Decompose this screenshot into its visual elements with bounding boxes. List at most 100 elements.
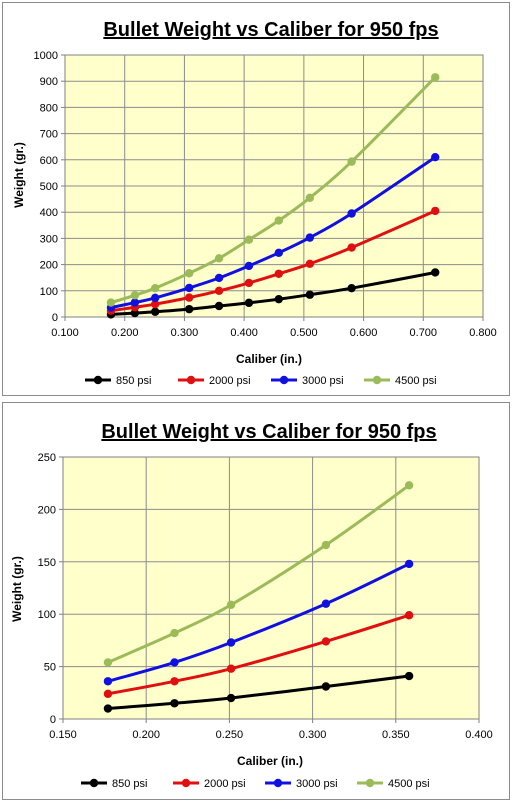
data-point bbox=[347, 243, 356, 252]
series-line bbox=[107, 484, 410, 664]
data-point bbox=[431, 206, 440, 216]
y-axis-label: Weight (gr.) bbox=[10, 556, 24, 622]
legend-marker bbox=[93, 375, 103, 385]
data-point bbox=[130, 308, 140, 318]
y-tick-label: 600 bbox=[40, 155, 58, 167]
plot-area bbox=[62, 456, 480, 720]
legend-label: 850 psi bbox=[112, 778, 147, 790]
data-point bbox=[244, 261, 254, 271]
y-tick-label: 250 bbox=[38, 452, 56, 464]
data-point bbox=[244, 278, 254, 288]
data-point bbox=[103, 704, 113, 713]
data-point bbox=[106, 298, 116, 307]
data-point bbox=[404, 559, 414, 569]
data-point bbox=[347, 209, 356, 218]
chart-panel-top: Bullet Weight vs Caliber for 950 fps Wei… bbox=[2, 2, 510, 396]
y-tick-label: 800 bbox=[40, 102, 58, 114]
legend-marker bbox=[365, 778, 375, 788]
data-point bbox=[244, 298, 254, 308]
x-tick-label: 0.300 bbox=[171, 327, 199, 339]
data-point bbox=[185, 304, 194, 314]
data-point bbox=[130, 291, 140, 300]
legend-label: 2000 psi bbox=[209, 375, 251, 387]
chart-bottom: Bullet Weight vs Caliber for 950 fps Wei… bbox=[10, 421, 493, 790]
series-line bbox=[110, 76, 437, 305]
data-point bbox=[170, 677, 179, 686]
legend-marker bbox=[181, 778, 191, 788]
data-point bbox=[404, 481, 414, 490]
x-tick-label: 0.100 bbox=[51, 327, 79, 339]
x-tick-label: 0.200 bbox=[111, 327, 139, 339]
x-tick-label: 0.400 bbox=[230, 327, 258, 339]
data-point bbox=[321, 540, 331, 550]
data-point bbox=[150, 299, 160, 309]
x-axis-label: Caliber (in.) bbox=[236, 352, 302, 366]
chart-panel-bottom: Bullet Weight vs Caliber for 950 fps Wei… bbox=[2, 402, 510, 800]
series-line bbox=[107, 613, 410, 696]
y-tick-label: 700 bbox=[40, 129, 58, 141]
y-tick-label: 0 bbox=[50, 714, 56, 726]
y-tick-label: 300 bbox=[40, 233, 58, 245]
data-point bbox=[185, 269, 194, 278]
y-tick-label: 200 bbox=[40, 260, 58, 272]
data-point bbox=[170, 658, 179, 667]
data-point bbox=[226, 664, 236, 673]
data-point bbox=[305, 259, 315, 269]
legend-marker bbox=[186, 375, 196, 385]
series-line bbox=[110, 209, 436, 313]
data-point bbox=[185, 293, 194, 302]
y-tick-label: 500 bbox=[40, 181, 58, 193]
data-point bbox=[214, 286, 224, 295]
y-tick-label: 400 bbox=[40, 207, 58, 219]
y-tick-label: 50 bbox=[44, 662, 56, 674]
data-point bbox=[274, 294, 283, 304]
x-tick-label: 0.500 bbox=[290, 327, 318, 339]
legend-label: 4500 psi bbox=[395, 375, 437, 387]
legend-label: 4500 psi bbox=[388, 778, 430, 790]
y-axis-label: Weight (gr.) bbox=[12, 142, 26, 208]
chart-title: Bullet Weight vs Caliber for 950 fps bbox=[103, 19, 438, 41]
data-point bbox=[347, 283, 356, 293]
legend-marker bbox=[89, 778, 99, 788]
x-tick-label: 0.250 bbox=[216, 729, 244, 741]
legend-marker bbox=[372, 375, 382, 385]
legend-marker bbox=[273, 778, 283, 788]
data-point bbox=[274, 269, 283, 278]
x-tick-label: 0.350 bbox=[382, 729, 410, 741]
x-tick-label: 0.600 bbox=[350, 327, 378, 339]
data-point bbox=[347, 157, 356, 166]
x-tick-label: 0.800 bbox=[469, 327, 497, 339]
data-point bbox=[305, 233, 315, 242]
data-point bbox=[431, 268, 440, 277]
data-point bbox=[404, 671, 414, 681]
chart-top: Bullet Weight vs Caliber for 950 fps Wei… bbox=[12, 19, 497, 387]
data-point bbox=[185, 283, 194, 293]
y-tick-label: 150 bbox=[38, 557, 56, 569]
data-point bbox=[404, 611, 414, 620]
data-point bbox=[305, 193, 315, 202]
x-tick-label: 0.400 bbox=[465, 729, 493, 741]
y-tick-label: 1000 bbox=[34, 50, 58, 62]
data-point bbox=[321, 599, 331, 608]
chart-title: Bullet Weight vs Caliber for 950 fps bbox=[101, 421, 436, 443]
legend-marker bbox=[279, 375, 289, 385]
y-tick-label: 200 bbox=[38, 504, 56, 516]
data-point bbox=[103, 677, 113, 686]
y-tick-label: 100 bbox=[40, 286, 58, 298]
legend-label: 3000 psi bbox=[302, 375, 344, 387]
data-point bbox=[170, 628, 179, 638]
x-tick-label: 0.150 bbox=[49, 729, 77, 741]
legend-label: 2000 psi bbox=[204, 778, 246, 790]
data-point bbox=[170, 699, 179, 708]
data-point bbox=[103, 689, 113, 699]
data-point bbox=[321, 637, 331, 646]
data-point bbox=[150, 293, 160, 303]
data-point bbox=[431, 152, 440, 162]
x-tick-label: 0.300 bbox=[299, 729, 327, 741]
data-point bbox=[321, 682, 331, 691]
x-tick-label: 0.700 bbox=[410, 327, 438, 339]
data-point bbox=[150, 307, 160, 316]
data-point bbox=[244, 235, 254, 244]
data-point bbox=[214, 254, 224, 263]
data-point bbox=[274, 216, 283, 225]
